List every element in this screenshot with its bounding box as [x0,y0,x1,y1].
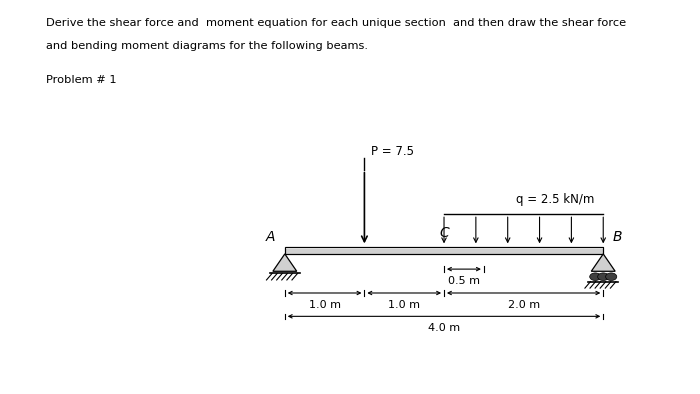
Text: and bending moment diagrams for the following beams.: and bending moment diagrams for the foll… [46,41,368,51]
Polygon shape [285,247,603,254]
Polygon shape [285,247,603,249]
Polygon shape [273,254,297,271]
Text: 1.0 m: 1.0 m [309,299,341,310]
Text: A: A [266,230,275,243]
Circle shape [606,273,617,281]
Text: 2.0 m: 2.0 m [508,299,540,310]
Circle shape [589,273,601,281]
Text: 1.0 m: 1.0 m [389,299,420,310]
Circle shape [598,273,609,281]
Text: B: B [612,230,622,243]
Text: 0.5 m: 0.5 m [448,276,480,286]
Text: Derive the shear force and  moment equation for each unique section  and then dr: Derive the shear force and moment equati… [46,18,626,28]
Text: P = 7.5: P = 7.5 [371,145,414,158]
Polygon shape [592,254,615,271]
Text: Problem # 1: Problem # 1 [46,75,116,85]
Text: 4.0 m: 4.0 m [428,323,460,333]
Text: C: C [439,226,449,240]
Text: q = 2.5 kN/m: q = 2.5 kN/m [517,193,595,206]
